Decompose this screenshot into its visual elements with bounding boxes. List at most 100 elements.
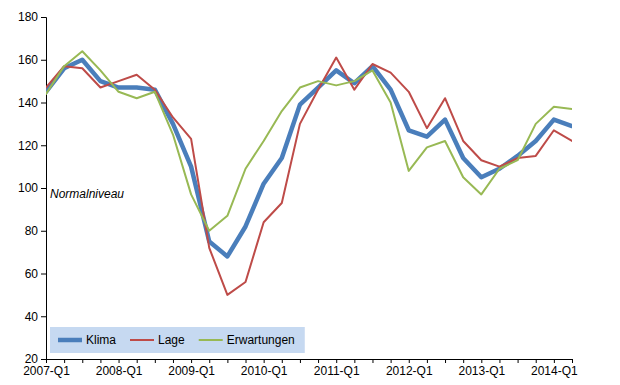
x-tick-mark xyxy=(282,359,283,363)
x-tick-mark xyxy=(227,359,228,363)
x-tick xyxy=(318,359,319,363)
x-tick xyxy=(282,359,283,363)
y-tick-mark xyxy=(41,316,46,317)
x-tick-mark xyxy=(481,359,482,363)
x-tick-mark xyxy=(409,359,410,363)
x-tick: 2007-Q1 xyxy=(23,359,70,378)
y-tick-label: 180 xyxy=(18,10,38,24)
y-tick-label: 80 xyxy=(25,224,39,238)
y-tick: 120 xyxy=(18,139,46,153)
legend-label: Klima xyxy=(86,333,116,347)
x-tick-label: 2010-Q1 xyxy=(241,364,288,378)
x-tick-mark xyxy=(572,359,573,363)
x-tick xyxy=(354,359,355,363)
legend-swatch xyxy=(58,338,82,343)
x-tick-mark xyxy=(554,359,555,363)
x-tick-mark xyxy=(46,359,47,363)
x-tick xyxy=(536,359,537,363)
series-line xyxy=(46,60,572,257)
x-tick-label: 2009-Q1 xyxy=(168,364,215,378)
x-tick: 2013-Q1 xyxy=(458,359,505,378)
x-tick-mark xyxy=(209,359,210,363)
x-tick: 2012-Q1 xyxy=(386,359,433,378)
series-line xyxy=(46,51,572,231)
x-tick xyxy=(463,359,464,363)
x-tick xyxy=(246,359,247,363)
x-tick-label: 2014-Q1 xyxy=(531,364,578,378)
x-tick-mark xyxy=(354,359,355,363)
x-tick xyxy=(82,359,83,363)
x-axis: 2007-Q12008-Q12009-Q12010-Q12011-Q12012-… xyxy=(23,359,578,378)
y-tick: 160 xyxy=(18,53,46,67)
x-tick-mark xyxy=(499,359,500,363)
y-axis-line xyxy=(41,18,47,360)
legend-label: Erwartungen xyxy=(227,333,295,347)
x-tick-mark xyxy=(246,359,247,363)
x-tick-mark xyxy=(463,359,464,363)
x-tick-mark xyxy=(155,359,156,363)
y-tick: 140 xyxy=(18,96,46,110)
legend: Klima Lage Erwartungen xyxy=(50,327,305,353)
x-tick-label: 2008-Q1 xyxy=(96,364,143,378)
x-tick-mark xyxy=(119,359,120,363)
y-tick: 80 xyxy=(25,224,46,238)
x-tick xyxy=(227,359,228,363)
x-tick xyxy=(427,359,428,363)
legend-swatch xyxy=(199,339,223,341)
x-tick xyxy=(300,359,301,363)
x-tick-mark xyxy=(100,359,101,363)
x-tick xyxy=(209,359,210,363)
x-tick-mark xyxy=(173,359,174,363)
chart: 204060801001201401601802007-Q12008-Q1200… xyxy=(0,0,620,385)
x-tick-label: 2013-Q1 xyxy=(458,364,505,378)
y-tick-mark xyxy=(41,274,46,275)
x-tick: 2008-Q1 xyxy=(96,359,143,378)
x-tick xyxy=(100,359,101,363)
x-tick-mark xyxy=(372,359,373,363)
plot: 204060801001201401601802007-Q12008-Q1200… xyxy=(18,10,578,377)
x-tick-mark xyxy=(64,359,65,363)
y-tick-label: 140 xyxy=(18,96,38,110)
x-tick xyxy=(372,359,373,363)
lines xyxy=(46,51,572,295)
x-tick xyxy=(64,359,65,363)
x-tick-mark xyxy=(445,359,446,363)
x-tick-mark xyxy=(391,359,392,363)
x-tick xyxy=(499,359,500,363)
y-tick-mark xyxy=(41,188,46,189)
x-tick: 2010-Q1 xyxy=(241,359,288,378)
x-tick-mark xyxy=(82,359,83,363)
y-tick-label: 40 xyxy=(25,310,39,324)
x-tick xyxy=(445,359,446,363)
x-tick-label: 2012-Q1 xyxy=(386,364,433,378)
legend-box xyxy=(50,327,305,353)
legend-item: Klima xyxy=(58,333,116,347)
x-tick xyxy=(173,359,174,363)
y-tick-mark xyxy=(41,231,46,232)
legend-item: Lage xyxy=(130,333,185,347)
x-tick-mark xyxy=(300,359,301,363)
x-tick-mark xyxy=(318,359,319,363)
y-tick-mark xyxy=(41,359,46,360)
x-tick xyxy=(155,359,156,363)
y-tick-label: 160 xyxy=(18,53,38,67)
x-tick-label: 2007-Q1 xyxy=(23,364,70,378)
x-axis-line xyxy=(47,360,573,364)
x-tick-mark xyxy=(264,359,265,363)
legend-item: Erwartungen xyxy=(199,333,295,347)
x-tick-mark xyxy=(427,359,428,363)
x-tick-mark xyxy=(191,359,192,363)
y-tick-mark xyxy=(41,17,46,18)
y-tick-mark xyxy=(41,60,46,61)
y-tick-label: 60 xyxy=(25,267,39,281)
x-tick xyxy=(137,359,138,363)
annotation: Normalniveau xyxy=(50,187,124,201)
y-tick: 40 xyxy=(25,310,46,324)
x-tick: 2014-Q1 xyxy=(531,359,578,378)
x-tick xyxy=(518,359,519,363)
y-tick-mark xyxy=(41,103,46,104)
y-tick-label: 100 xyxy=(18,181,38,195)
y-tick-mark xyxy=(41,145,46,146)
legend-label: Lage xyxy=(158,333,185,347)
y-tick: 180 xyxy=(18,10,46,24)
